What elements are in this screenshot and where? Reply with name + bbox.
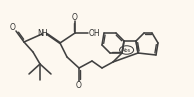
Text: OH: OH (88, 29, 100, 38)
Text: N: N (37, 29, 43, 39)
Text: O: O (72, 13, 78, 23)
Text: O: O (10, 23, 16, 32)
Text: O: O (76, 81, 82, 90)
Text: Abs: Abs (122, 48, 131, 52)
Text: H: H (41, 29, 47, 39)
